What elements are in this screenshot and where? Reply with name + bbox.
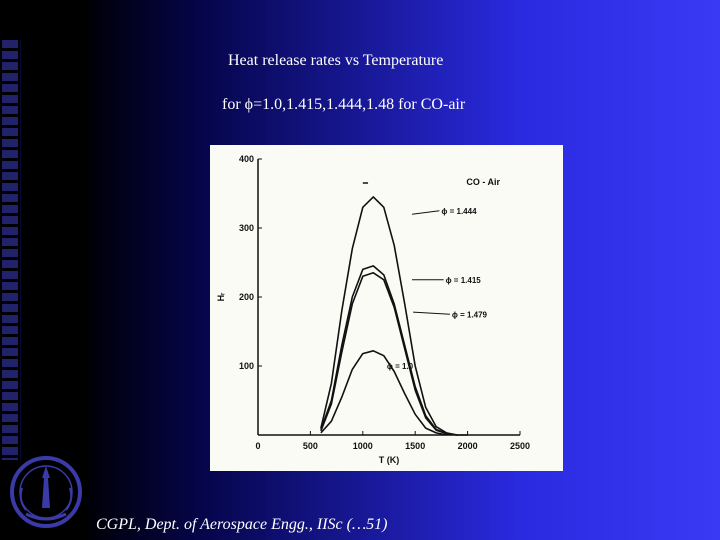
y-axis-label: Hᵣ: [216, 292, 226, 301]
series-phi-1-0: [320, 350, 447, 436]
y-tick-label: 100: [239, 361, 254, 371]
y-tick-label: 200: [239, 292, 254, 302]
series-phi-1-444: [320, 196, 468, 436]
chart-axes: 0 500 1000 1500 2000 2500 100 200 300 400 T (K) Hᵣ: [216, 154, 530, 465]
chart-series: [320, 196, 468, 436]
x-tick-label: 1000: [353, 441, 373, 451]
slide-subtitle: for ϕ=1.0,1.415,1.444,1.48 for CO-air: [222, 96, 466, 113]
series-leader-line: [411, 210, 440, 215]
y-tick-label: 300: [239, 223, 254, 233]
series-leader-line: [413, 311, 450, 315]
bullet-pattern: [2, 40, 18, 460]
institute-emblem-icon: [10, 456, 82, 528]
series-label: ϕ = 1.0: [387, 362, 414, 371]
bullet-divider: [20, 40, 21, 460]
series-phi-1-415: [320, 265, 458, 436]
slide-footer: CGPL, Dept. of Aerospace Engg., IISc (…5…: [96, 516, 388, 533]
chart-labels: CO - Air ϕ = 1.444 ϕ = 1.415 ϕ = 1.479 ϕ = 1…: [362, 177, 500, 371]
legend-label: CO - Air: [466, 177, 500, 187]
series-label: ϕ = 1.444: [441, 207, 477, 216]
x-tick-label: 0: [255, 441, 260, 451]
series-phi-1-479: [320, 272, 458, 436]
x-axis-label: T (K): [379, 455, 400, 465]
x-tick-label: 500: [303, 441, 318, 451]
x-tick-label: 1500: [405, 441, 425, 451]
series-label: ϕ = 1.415: [446, 276, 482, 285]
y-tick-label: 400: [239, 154, 254, 164]
chart-panel: 0 500 1000 1500 2000 2500 100 200 300 400 T (K) Hᵣ …: [210, 145, 563, 471]
x-tick-label: 2500: [510, 441, 530, 451]
slide-title: Heat release rates vs Temperature: [228, 52, 444, 69]
x-tick-label: 2000: [458, 441, 478, 451]
series-label: ϕ = 1.479: [452, 310, 488, 319]
